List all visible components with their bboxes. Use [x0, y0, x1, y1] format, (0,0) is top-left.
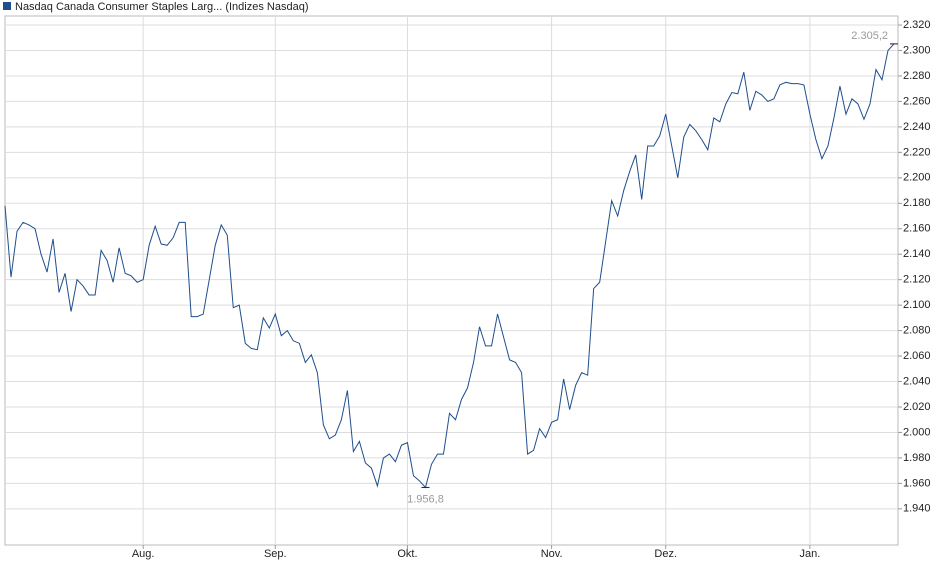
- y-tick-label: 1.960: [903, 477, 931, 489]
- y-tick-label: 2.280: [903, 70, 931, 82]
- annotation: 2.305,2: [851, 30, 888, 42]
- y-tick-label: 2.300: [903, 44, 931, 56]
- x-tick-label: Aug.: [132, 548, 155, 560]
- y-tick-label: 2.320: [903, 19, 931, 31]
- annotation: 1.956,8: [407, 493, 444, 505]
- y-tick-label: 2.200: [903, 172, 931, 184]
- y-tick-label: 2.160: [903, 223, 931, 235]
- y-tick-label: 2.060: [903, 350, 931, 362]
- y-tick-label: 2.120: [903, 274, 931, 286]
- x-tick-label: Sep.: [264, 548, 287, 560]
- chart-title: Nasdaq Canada Consumer Staples Larg... (…: [15, 1, 309, 13]
- line: [4, 43, 895, 489]
- y-tick-label: 2.180: [903, 197, 931, 209]
- y-tick-label: 2.100: [903, 299, 931, 311]
- x-tick-label: Okt.: [397, 548, 417, 560]
- y-tick-label: 2.020: [903, 401, 931, 413]
- legend-swatch: [3, 2, 11, 10]
- x-tick-label: Dez.: [654, 548, 677, 560]
- y-tick-label: 2.140: [903, 248, 931, 260]
- y-tick-label: 2.240: [903, 121, 931, 133]
- y-tick-label: 2.040: [903, 375, 931, 387]
- y-tick-label: 1.980: [903, 452, 931, 464]
- y-tick-label: 2.000: [903, 426, 931, 438]
- x-tick-label: Jan.: [800, 548, 821, 560]
- y-tick-label: 2.080: [903, 325, 931, 337]
- y-tick-label: 2.220: [903, 146, 931, 158]
- x-tick-label: Nov.: [541, 548, 563, 560]
- plot-area: [4, 15, 899, 546]
- y-tick-label: 2.260: [903, 95, 931, 107]
- y-tick-label: 1.940: [903, 503, 931, 515]
